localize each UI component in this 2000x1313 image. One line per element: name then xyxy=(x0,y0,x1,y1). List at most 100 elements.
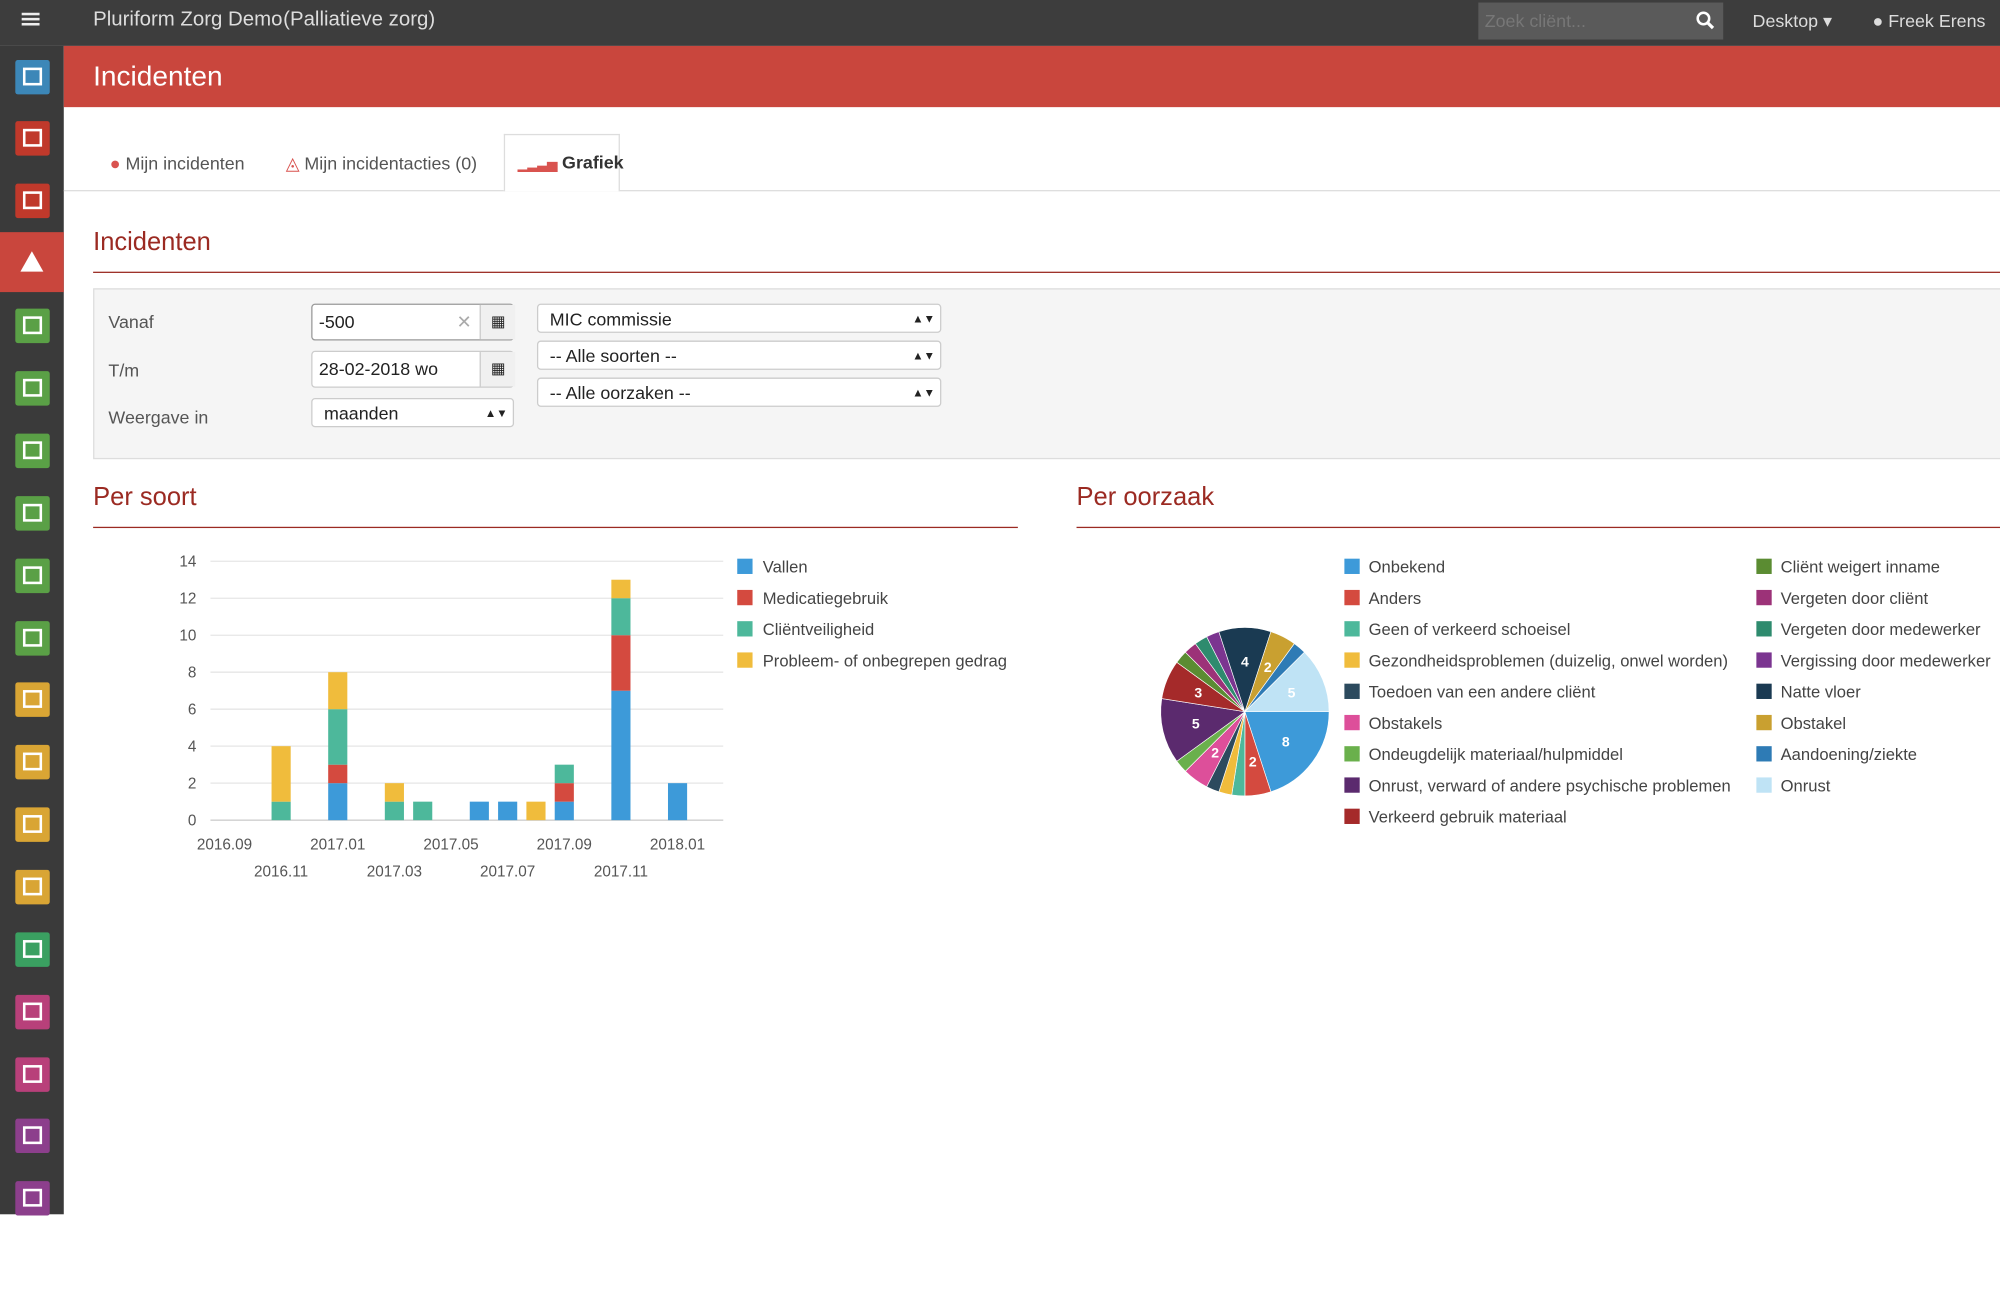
menu-button[interactable] xyxy=(21,10,40,36)
legend-label[interactable]: Probleem- of onbegrepen gedrag xyxy=(763,651,1007,670)
y-tick-label: 0 xyxy=(188,812,197,829)
legend-swatch xyxy=(1344,589,1360,606)
nav-icon xyxy=(22,441,43,460)
y-tick-label: 14 xyxy=(179,553,197,570)
legend-label[interactable]: Toedoen van een andere cliënt xyxy=(1369,683,1596,702)
nav-icon xyxy=(22,67,43,86)
tab[interactable]: ● Mijn incidenten xyxy=(109,153,245,174)
legend-swatch xyxy=(1756,777,1772,793)
date-from-input[interactable]: -500 ✕ ▦ xyxy=(311,303,516,341)
user-menu[interactable]: ● Freek Erens xyxy=(1872,10,1986,31)
legend-label[interactable]: Geen of verkeerd schoeisel xyxy=(1369,620,1571,639)
chart-title: Per oorzaak xyxy=(1076,483,1215,512)
legend-label[interactable]: Ondeugdelijk materiaal/hulpmiddel xyxy=(1369,745,1623,764)
date-to-input[interactable]: 28-02-2018 wo ▦ xyxy=(311,350,516,388)
nav-item[interactable] xyxy=(15,496,50,531)
bar-segment xyxy=(554,764,574,784)
input-value: -500 xyxy=(318,311,355,332)
slice-label: 5 xyxy=(1288,685,1296,701)
nav-item[interactable] xyxy=(15,621,50,656)
nav-item[interactable] xyxy=(15,932,50,967)
nav-item[interactable] xyxy=(15,682,50,717)
legend-label[interactable]: Gezondheidsproblemen (duizelig, onwel wo… xyxy=(1369,651,1728,670)
y-tick-label: 2 xyxy=(188,775,197,792)
nav-icon xyxy=(22,1126,43,1145)
x-tick-label: 2016.09 xyxy=(197,836,252,853)
legend-label[interactable]: Medicatiegebruik xyxy=(763,589,889,608)
search-box[interactable]: Zoek cliënt... xyxy=(1478,2,1724,40)
nav-item[interactable] xyxy=(15,558,50,594)
legend-swatch xyxy=(1344,558,1360,574)
input-value: 28-02-2018 wo xyxy=(318,358,439,379)
select[interactable]: -- Alle soorten -- ▲▼ xyxy=(536,340,942,370)
tab-label: Mijn incidentacties (0) xyxy=(304,153,478,174)
select-value: -- Alle oorzaken -- xyxy=(549,382,691,404)
pie-slice xyxy=(1244,711,1330,793)
app-context: (Palliatieve zorg) xyxy=(283,8,436,31)
search-icon xyxy=(1696,11,1715,30)
bar-segment xyxy=(611,635,631,691)
legend-label[interactable]: Obstakel xyxy=(1781,714,1846,733)
x-tick-label: 2017.11 xyxy=(594,863,648,880)
nav-item[interactable] xyxy=(15,994,50,1030)
legend-label[interactable]: Onrust xyxy=(1781,776,1831,795)
nav-item[interactable] xyxy=(15,433,50,469)
user-name: Freek Erens xyxy=(1888,10,1986,31)
period-select[interactable]: maanden ▲▼ xyxy=(311,397,515,428)
bar-segment xyxy=(469,801,489,821)
tab[interactable]: ▁▂▃▅ Grafiek xyxy=(517,151,624,173)
nav-item[interactable] xyxy=(15,807,50,842)
nav-icon xyxy=(22,503,43,522)
nav-item[interactable] xyxy=(15,1118,50,1154)
nav-item[interactable] xyxy=(15,183,50,219)
search-placeholder: Zoek cliënt... xyxy=(1484,10,1586,31)
legend-swatch xyxy=(1756,652,1772,668)
legend-label[interactable]: Cliënt weigert inname xyxy=(1781,558,1940,577)
bar-segment xyxy=(328,764,348,784)
nav-icon xyxy=(22,628,43,647)
slice-label: 2 xyxy=(1249,754,1257,770)
legend-swatch xyxy=(737,652,753,668)
legend-label[interactable]: Natte vloer xyxy=(1781,683,1862,702)
nav-icon xyxy=(22,815,43,833)
nav-item[interactable] xyxy=(15,1057,50,1092)
legend-label[interactable]: Vallen xyxy=(763,558,808,577)
nav-item[interactable] xyxy=(15,744,50,780)
nav-item[interactable] xyxy=(15,869,50,905)
nav-item[interactable] xyxy=(15,59,50,95)
legend-label[interactable]: Obstakels xyxy=(1369,714,1443,733)
tab[interactable]: ◬ Mijn incidentacties (0) xyxy=(285,153,478,174)
nav-icon xyxy=(22,378,43,397)
legend-label[interactable]: Anders xyxy=(1369,589,1422,608)
legend-swatch xyxy=(1756,683,1772,699)
legend-label[interactable]: Onbekend xyxy=(1369,558,1446,577)
chart-rule xyxy=(1076,526,2000,529)
legend-label[interactable]: Cliëntveiligheid xyxy=(763,620,875,639)
legend-label[interactable]: Vergeten door medewerker xyxy=(1781,620,1981,639)
x-tick-label: 2018.01 xyxy=(650,836,705,853)
bar-segment xyxy=(667,783,688,821)
nav-item[interactable] xyxy=(15,1181,50,1216)
legend-label[interactable]: Verkeerd gebruik materiaal xyxy=(1369,808,1567,827)
legend-label[interactable]: Vergissing door medewerker xyxy=(1781,651,1992,670)
nav-item[interactable] xyxy=(15,121,50,156)
active-tab[interactable] xyxy=(503,133,620,192)
select-value: maanden xyxy=(323,403,399,424)
nav-item[interactable] xyxy=(15,371,50,406)
field-label: Vanaf xyxy=(108,311,154,332)
x-tick-label: 2016.11 xyxy=(254,863,308,880)
select[interactable]: MIC commissie ▲▼ xyxy=(536,303,942,333)
legend-label[interactable]: Aandoening/ziekte xyxy=(1781,745,1917,764)
legend-label[interactable]: Vergeten door cliënt xyxy=(1781,589,1929,608)
bar-segment xyxy=(384,783,404,802)
nav-item[interactable] xyxy=(15,308,50,344)
page-header: Incidenten xyxy=(63,45,2000,108)
select[interactable]: -- Alle oorzaken -- ▲▼ xyxy=(536,377,942,407)
top-bar: Pluriform Zorg Demo (Palliatieve zorg) Z… xyxy=(0,0,2000,46)
legend-label[interactable]: Onrust, verward of andere psychische pro… xyxy=(1369,776,1731,795)
bar-segment xyxy=(498,801,518,821)
desktop-menu[interactable]: Desktop ▾ xyxy=(1752,10,1832,31)
x-tick-label: 2017.09 xyxy=(537,836,592,853)
y-tick-label: 8 xyxy=(188,664,197,681)
